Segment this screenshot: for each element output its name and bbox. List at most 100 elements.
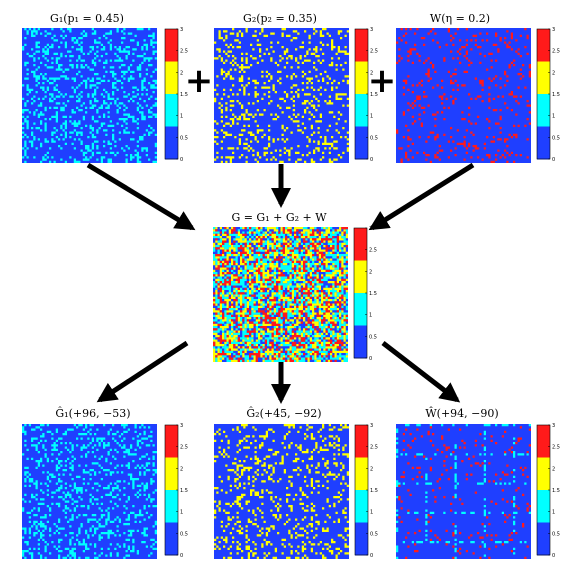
colorbar-tick-label: 0 bbox=[180, 157, 183, 163]
matrix-g1 bbox=[22, 28, 157, 163]
colorbar-band bbox=[355, 126, 368, 160]
colorbar-tick-label: 1.5 bbox=[370, 92, 378, 98]
matrix-entries-red bbox=[213, 227, 348, 362]
panel-title-w-hat: Ŵ(+94, −90) bbox=[425, 406, 498, 420]
colorbar-g2: 3 2.5 2 1.5 1 0.5 0 bbox=[354, 27, 378, 163]
matrix-entries-red bbox=[398, 426, 531, 559]
colorbar-tick-label: 0.5 bbox=[370, 135, 378, 141]
colorbar-band bbox=[537, 457, 550, 491]
plus-operator-2: + bbox=[368, 61, 397, 101]
colorbar-tick-label: 3 bbox=[370, 27, 373, 33]
colorbar-tick-label: 2 bbox=[180, 466, 183, 472]
colorbar-band bbox=[354, 325, 367, 359]
colorbar-band bbox=[537, 29, 550, 62]
colorbar-tick-label: 3 bbox=[552, 423, 555, 429]
colorbar-tick-label: 0 bbox=[552, 157, 555, 163]
colorbar-band bbox=[165, 61, 178, 95]
colorbar-tick-label: 0.5 bbox=[369, 334, 377, 340]
panel-title-g2: G₂(p₂ = 0.35) bbox=[243, 12, 317, 25]
colorbar-g: 32.521.510.50 bbox=[353, 226, 377, 362]
colorbar-g1: 3 2.5 2 1.5 1 0.5 0 bbox=[164, 27, 188, 163]
colorbar-tick-label: 3 bbox=[370, 423, 373, 429]
colorbar-tick-label: 2.5 bbox=[370, 49, 378, 55]
colorbar-tick-label: 0.5 bbox=[552, 531, 560, 537]
colorbar-tick-label: 2.5 bbox=[552, 445, 560, 451]
colorbar-tick-label: 1 bbox=[552, 510, 555, 516]
colorbar-tick-label: 2.5 bbox=[180, 49, 188, 55]
colorbar-tick-label: 0.5 bbox=[180, 135, 188, 141]
colorbar-tick-label: 0 bbox=[369, 356, 372, 362]
colorbar-w: 3 2.5 2 1.5 1 0.5 0 bbox=[536, 27, 560, 163]
colorbar-band bbox=[537, 61, 550, 95]
colorbar-tick-label: 0 bbox=[552, 553, 555, 559]
colorbar-band bbox=[355, 29, 368, 62]
colorbar-w-hat: 3 2.5 2 1.5 1 0.5 0 bbox=[536, 423, 560, 559]
arrow-g-to-g1-hat bbox=[96, 340, 189, 403]
colorbar-tick-label: 2 bbox=[370, 70, 373, 76]
colorbar-tick-label: 1 bbox=[369, 313, 372, 319]
colorbar-tick-label: 2 bbox=[552, 70, 555, 76]
colorbar-band bbox=[354, 293, 367, 326]
panel-title-g1: G₁(p₁ = 0.45) bbox=[50, 12, 124, 25]
colorbar-band bbox=[355, 94, 368, 127]
matrix-w-hat bbox=[396, 424, 531, 559]
matrix-entries-yellow bbox=[214, 28, 349, 163]
colorbar-band bbox=[537, 425, 550, 458]
colorbar-tick-label: 2.5 bbox=[552, 49, 560, 55]
colorbar-band bbox=[165, 490, 178, 523]
plus-operator-1: + bbox=[185, 61, 214, 101]
colorbar-band bbox=[165, 94, 178, 127]
colorbar-tick-label: 3 bbox=[180, 27, 183, 33]
colorbar-tick-label: 2.5 bbox=[369, 248, 377, 254]
colorbar-tick-label: 1.5 bbox=[370, 488, 378, 494]
colorbar-band bbox=[165, 29, 178, 62]
colorbar-tick-label: 2 bbox=[180, 70, 183, 76]
colorbar-tick-label: 1.5 bbox=[552, 488, 560, 494]
arrow-g-to-w-hat bbox=[381, 341, 461, 403]
colorbar-band bbox=[537, 522, 550, 556]
colorbar-g1-hat: 3 2.5 2 1.5 1 0.5 0 bbox=[164, 423, 188, 559]
colorbar-tick-label: 0 bbox=[370, 157, 373, 163]
colorbar-tick-label: 1 bbox=[370, 510, 373, 516]
matrix-entries-yellow bbox=[214, 424, 349, 559]
colorbar-tick-label: 2 bbox=[369, 269, 372, 275]
matrix-entries-yellow bbox=[213, 227, 348, 362]
colorbar-tick-label: 2.5 bbox=[180, 445, 188, 451]
colorbar-tick-label: 2 bbox=[552, 466, 555, 472]
colorbar-tick-label: 1 bbox=[180, 510, 183, 516]
matrix-entries-red bbox=[396, 28, 531, 163]
colorbar-band bbox=[355, 522, 368, 556]
colorbar-band bbox=[165, 425, 178, 458]
colorbar-band bbox=[537, 94, 550, 127]
arrow-w-to-g bbox=[368, 162, 475, 231]
colorbar-tick-label: 0.5 bbox=[180, 531, 188, 537]
panel-title-w: W(η = 0.2) bbox=[430, 12, 490, 25]
colorbar-g2-hat: 3 2.5 2 1.5 1 0.5 0 bbox=[354, 423, 378, 559]
panel-title-g: G = G₁ + G₂ + W bbox=[231, 211, 327, 224]
matrix-w bbox=[396, 28, 531, 163]
colorbar-tick-label: 1 bbox=[180, 114, 183, 120]
colorbar-tick-label: 1.5 bbox=[552, 92, 560, 98]
arrow-g1-to-g bbox=[86, 162, 196, 231]
matrix-entries-cyan bbox=[22, 28, 157, 163]
colorbar-band bbox=[355, 425, 368, 458]
colorbar-tick-label: 3 bbox=[180, 423, 183, 429]
matrix-g2 bbox=[214, 28, 349, 163]
colorbar-tick-label: 0 bbox=[370, 553, 373, 559]
colorbar-tick-label: 2 bbox=[370, 466, 373, 472]
colorbar-tick-label: 1.5 bbox=[180, 92, 188, 98]
colorbar-band bbox=[537, 126, 550, 160]
colorbar-band bbox=[165, 457, 178, 491]
colorbar-band bbox=[355, 457, 368, 491]
colorbar-tick-label: 0.5 bbox=[552, 135, 560, 141]
colorbar-tick-label: 1 bbox=[370, 114, 373, 120]
colorbar-tick-label: 2.5 bbox=[370, 445, 378, 451]
colorbar-band bbox=[354, 228, 367, 261]
panel-title-g2-hat: Ĝ₂(+45, −92) bbox=[246, 406, 321, 420]
colorbar-band bbox=[354, 260, 367, 294]
colorbar-band bbox=[355, 61, 368, 95]
colorbar-tick-label: 0.5 bbox=[370, 531, 378, 537]
matrix-g-combined bbox=[213, 227, 348, 362]
matrix-g1-hat bbox=[22, 424, 157, 559]
